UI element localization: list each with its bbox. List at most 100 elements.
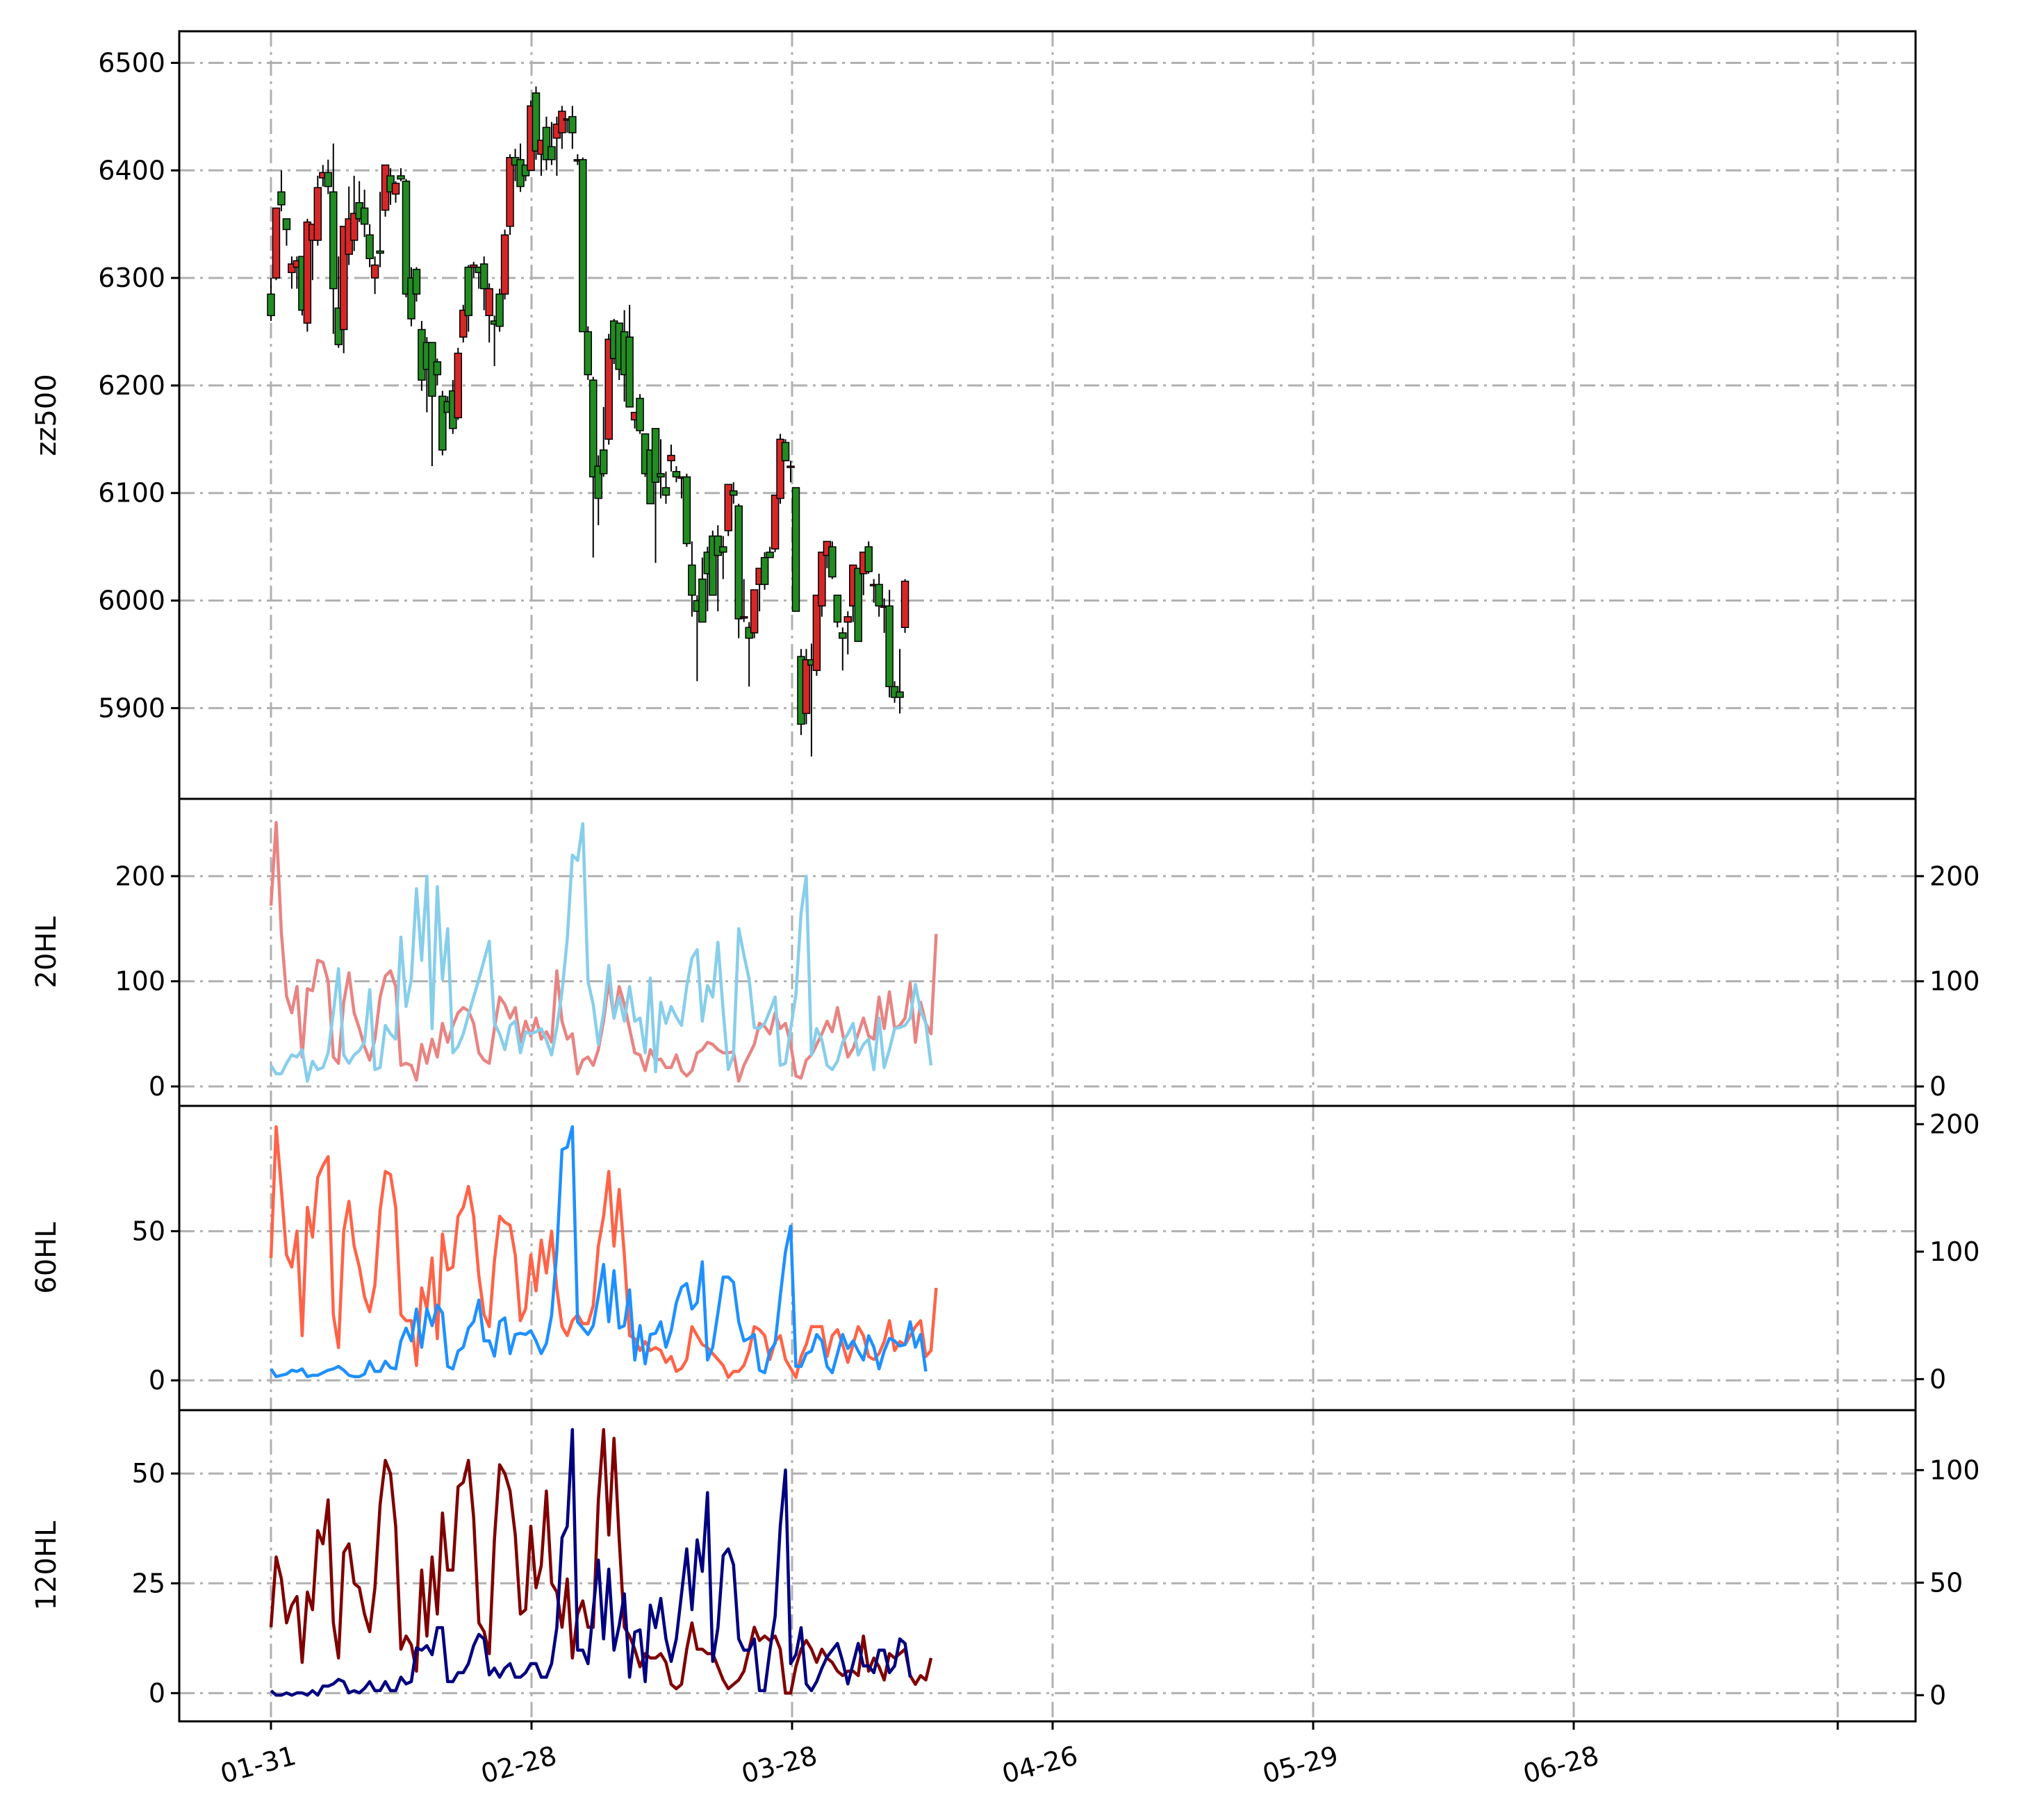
candle-body (495, 293, 504, 327)
y-tick-label: 6400 (98, 155, 165, 185)
candle-body (365, 234, 374, 259)
x-axis: 01-31 02-28 03-28 04-26 05-29 06-28 (217, 1721, 1839, 1789)
panel-frame (178, 1409, 1917, 1723)
candle-body (370, 264, 379, 279)
candle-body (438, 395, 447, 451)
candle-body (781, 442, 790, 462)
candle-body (272, 207, 281, 279)
series-line-left (269, 1125, 938, 1380)
candle-body (542, 126, 551, 160)
candle-body (339, 226, 348, 331)
120hl-panel: 0 25 50 0 50 100 120HL (31, 1409, 1980, 1723)
y-axis-label: 120HL (31, 1521, 63, 1610)
candle-body (282, 218, 291, 231)
candle-body (391, 183, 400, 195)
candle-body (464, 266, 472, 317)
candle-body (532, 92, 541, 152)
candle-body (459, 309, 468, 338)
y-right-tick-label: 200 (1929, 861, 1980, 891)
x-tick-label: 01-31 (217, 1740, 299, 1789)
y-tick-label: 0 (149, 1365, 165, 1396)
candle-body (324, 172, 333, 188)
candle-body (698, 578, 707, 623)
y-tick-label: 6200 (98, 370, 165, 401)
y-tick-label: 0 (149, 1071, 165, 1102)
candle-body (412, 268, 421, 295)
x-tick-label: 05-29 (1260, 1740, 1342, 1789)
candle-body (313, 187, 322, 241)
y-tick-label: 6500 (98, 47, 165, 78)
candle-body (875, 584, 883, 607)
candle-body (433, 361, 442, 376)
y-tick-label: 100 (115, 966, 165, 997)
candle-body (651, 428, 660, 483)
candle-body (454, 352, 463, 419)
x-tick-label: 06-28 (1520, 1740, 1602, 1789)
60hl-panel: 0 50 0 100 200 60HL (31, 1105, 1980, 1412)
candle-body (376, 250, 384, 254)
candle-body (657, 473, 665, 478)
candle-body (739, 616, 748, 619)
y-right-tick-label: 100 (1929, 1455, 1980, 1485)
candle-body (672, 471, 681, 478)
candle-body (864, 546, 873, 572)
y-right-tick-label: 100 (1929, 966, 1980, 997)
candle-body (766, 552, 774, 559)
series-line-right (270, 1125, 928, 1378)
y-tick-label: 0 (149, 1678, 165, 1708)
x-tick-label: 04-26 (999, 1740, 1081, 1789)
series-line-left (269, 820, 938, 1083)
y-right-tick-label: 100 (1929, 1236, 1980, 1267)
y-tick-label: 200 (115, 861, 165, 891)
candle-body (288, 263, 296, 274)
x-tick-label: 03-28 (739, 1740, 821, 1789)
y-right-tick-label: 0 (1929, 1680, 1946, 1710)
candle-body (682, 476, 691, 545)
y-right-tick-label: 0 (1929, 1364, 1946, 1394)
y-right-tick-label: 50 (1929, 1567, 1963, 1598)
candle-body (828, 546, 837, 578)
candle-body (791, 487, 800, 612)
candle-body (500, 234, 509, 295)
panel-frame (178, 1105, 1917, 1412)
candle-body (277, 191, 286, 206)
candle-body (818, 552, 826, 607)
candle-body (802, 659, 811, 714)
y-tick-label: 6000 (98, 586, 165, 616)
candle-body (854, 568, 862, 643)
y-right-tick-label: 200 (1929, 1109, 1980, 1139)
candle-body (843, 616, 853, 623)
x-tick-label: 02-28 (478, 1740, 560, 1789)
candle-body (349, 213, 359, 241)
candle-body (568, 116, 577, 133)
candle-body (833, 595, 842, 623)
candle-body (594, 465, 602, 499)
candle-body (267, 293, 275, 317)
candle-body (604, 338, 613, 440)
y-tick-label: 5900 (98, 693, 165, 723)
candle-body (579, 159, 587, 333)
candle-body (485, 288, 493, 317)
candle-body (479, 263, 488, 290)
candle-body (558, 110, 566, 133)
y-tick-label: 6100 (98, 478, 165, 508)
candle-body (589, 379, 598, 478)
candle-body (636, 397, 644, 431)
y-tick-label: 50 (132, 1458, 165, 1489)
y-tick-label: 50 (132, 1216, 165, 1246)
candle-body (303, 221, 312, 324)
y-axis-label: zz500 (31, 374, 63, 456)
candle-body (839, 632, 847, 639)
candle-body (584, 331, 593, 376)
candle-body (506, 156, 514, 227)
y-tick-label: 6300 (98, 263, 165, 293)
candle-body (661, 487, 670, 496)
candle-body (688, 564, 696, 596)
y-tick-label: 25 (132, 1568, 165, 1598)
candle-body (900, 580, 909, 629)
candle-body (329, 191, 338, 290)
20hl-panel: 0 100 200 0 100 200 20HL (31, 797, 1980, 1107)
candle-body (548, 146, 556, 160)
candle-body (812, 595, 821, 671)
